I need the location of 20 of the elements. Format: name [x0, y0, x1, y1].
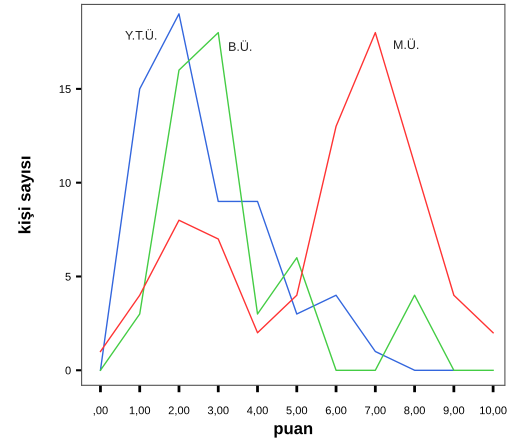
y-tick-label: 15 — [60, 85, 71, 94]
x-tick-label: 6,00 — [326, 406, 346, 416]
y-tick-label: 0 — [65, 366, 71, 374]
x-tick-label: 1,00 — [130, 406, 150, 416]
x-tick-label: 8,00 — [404, 406, 425, 416]
y-tick-label: 10 — [60, 178, 71, 187]
series-label: B.Ü. — [229, 40, 252, 51]
x-tick-label: 3,00 — [208, 406, 229, 416]
y-tick-label: 5 — [65, 272, 71, 281]
x-tick-label: 7,00 — [365, 406, 386, 416]
x-axis-title: puan — [274, 425, 312, 438]
x-tick-label: 2,00 — [168, 406, 190, 416]
series-label: M.Ü. — [394, 38, 418, 50]
x-tick-label: 5,00 — [286, 406, 308, 416]
x-tick-label: 9,00 — [444, 406, 464, 416]
x-tick-label: ,00 — [94, 406, 108, 416]
x-tick-label: 10,00 — [480, 406, 507, 416]
x-tick-label: 4,00 — [246, 406, 268, 416]
series-label: Y.T.Ü. — [125, 29, 156, 40]
y-axis-title: kişi sayısı — [18, 156, 34, 234]
